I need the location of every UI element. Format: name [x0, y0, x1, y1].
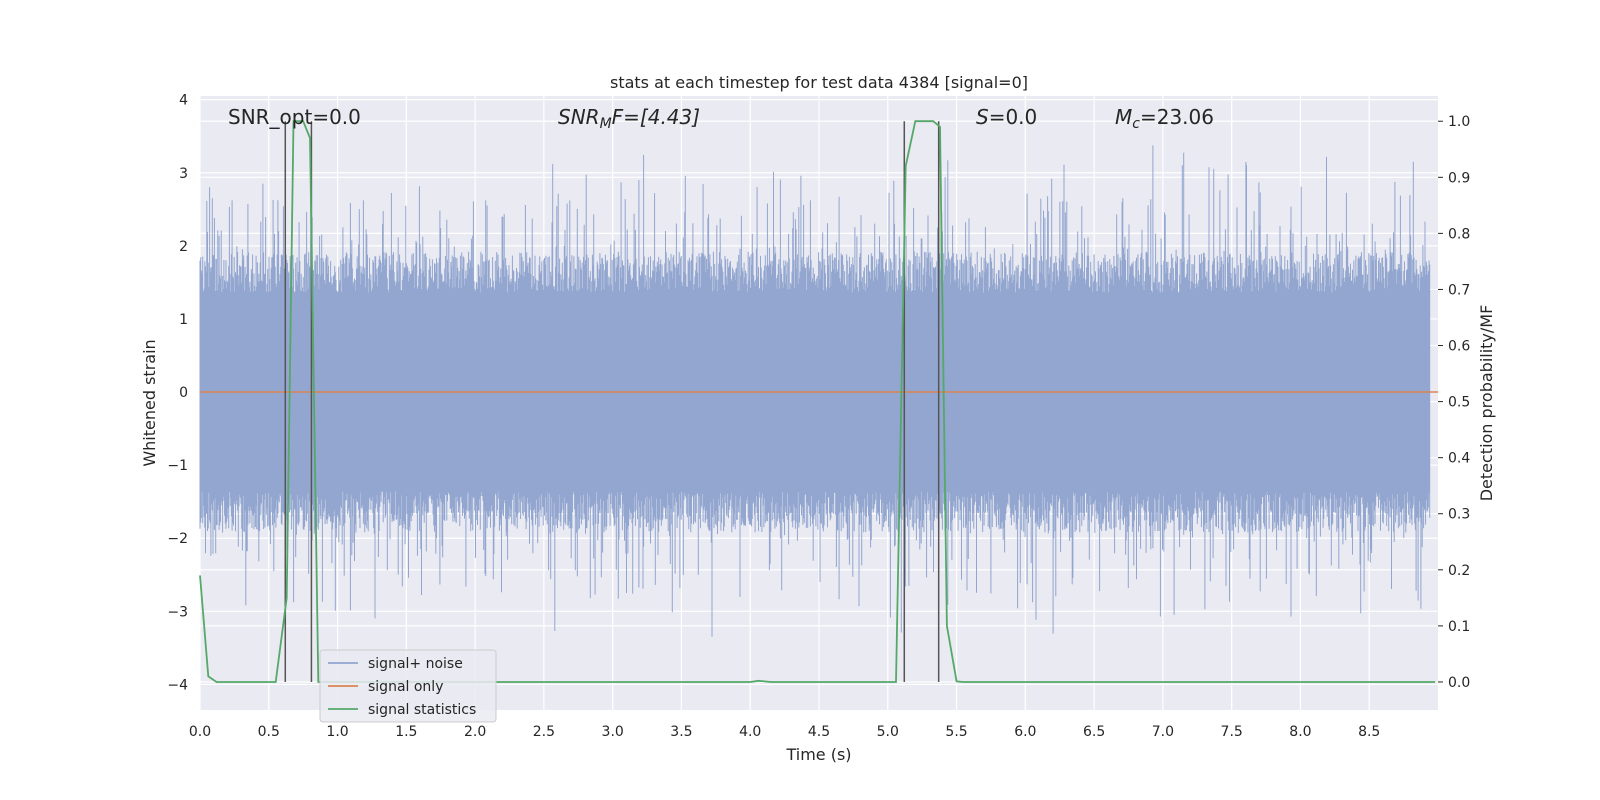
x-ticks: 0.0 0.5 1.0 1.5 2.0 2.5 3.0 3.5 4.0 4.5 5.0 5.5 6.0 6…: [189, 724, 1380, 740]
chart-title: stats at each timestep for test data 438…: [610, 73, 1028, 92]
y-tick-label-right: 0.4: [1448, 451, 1470, 467]
y-axis-label: Whitened strain: [140, 339, 159, 466]
snr-mf-base: SNR: [558, 105, 600, 129]
y-tick-label-right: 0.0: [1448, 675, 1470, 691]
x-tick-label: 5.5: [945, 724, 967, 740]
legend: signal+ noise signal only signal statist…: [319, 649, 497, 723]
y-ticks-left: −4 −3 −2 −1 0 1 2 3 4: [167, 93, 188, 694]
y-axis-label-right: Detection probability/MF: [1477, 305, 1496, 502]
legend-box: [319, 649, 497, 723]
x-tick-label: 2.0: [464, 724, 486, 740]
x-tick-label: 1.0: [326, 724, 348, 740]
x-tick-label: 2.5: [533, 724, 555, 740]
y-tick-label-right: 0.6: [1448, 339, 1470, 355]
y-tick-label: −4: [167, 677, 188, 693]
annotation-s: S=0.0: [976, 105, 1037, 129]
s-rest: =0.0: [989, 105, 1038, 129]
annotation-snr-opt: SNR_opt=0.0: [228, 105, 361, 129]
mc-base: M: [1115, 105, 1132, 129]
mc-sub: c: [1132, 116, 1140, 132]
x-tick-label: 5.0: [877, 724, 899, 740]
y-tick-label: 4: [179, 93, 188, 109]
snr-mf-sub: M: [600, 116, 612, 132]
legend-label-signal-statistics: signal statistics: [368, 702, 476, 718]
snr-mf-rest: F=[4.43]: [612, 105, 700, 129]
y-tick-label-right: 0.2: [1448, 563, 1470, 579]
y-tick-label: 1: [179, 312, 188, 328]
x-tick-label: 7.0: [1152, 724, 1174, 740]
x-axis-label: Time (s): [785, 745, 851, 764]
x-tick-label: 4.5: [808, 724, 830, 740]
y-tick-label: −3: [167, 604, 188, 620]
x-tick-label: 1.5: [395, 724, 417, 740]
y-tick-label-right: 0.3: [1448, 507, 1470, 523]
x-tick-label: 3.0: [602, 724, 624, 740]
legend-label-signal-noise: signal+ noise: [368, 656, 463, 672]
s-italic: S: [976, 105, 989, 129]
series-signal-noise: [199, 145, 1431, 637]
mc-rest: =23.06: [1140, 105, 1214, 129]
x-tick-label: 7.5: [1221, 724, 1243, 740]
y-tick-label: 3: [179, 166, 188, 182]
x-tick-label: 0.5: [258, 724, 280, 740]
y-tick-label-right: 1.0: [1448, 114, 1470, 130]
x-tick-label: 6.0: [1014, 724, 1036, 740]
y-tick-label: 0: [179, 385, 188, 401]
x-tick-label: 6.5: [1083, 724, 1105, 740]
legend-label-signal-only: signal only: [368, 679, 443, 695]
annotation-mc: Mc=23.06: [1115, 105, 1214, 132]
y-tick-label-right: 0.8: [1448, 226, 1470, 242]
noise-trace: [199, 145, 1431, 637]
y-tick-label: −2: [167, 531, 188, 547]
y-tick-label-right: 0.9: [1448, 170, 1470, 186]
x-tick-label: 8.0: [1289, 724, 1311, 740]
annotation-snr-mf: SNRMF=[4.43]: [558, 105, 700, 132]
series-signal-statistics: [199, 120, 1436, 683]
y-tick-label: 2: [179, 239, 188, 255]
y-ticks-right: 0.0 0.1 0.2 0.3 0.4 0.5 0.6 0.7 0.8 0.9 1.0: [1438, 114, 1470, 691]
y-tick-label-right: 0.5: [1448, 395, 1470, 411]
x-tick-label: 3.5: [670, 724, 692, 740]
x-tick-label: 4.0: [739, 724, 761, 740]
y-tick-label-right: 0.1: [1448, 619, 1470, 635]
x-tick-label: 0.0: [189, 724, 211, 740]
x-tick-label: 8.5: [1358, 724, 1380, 740]
y-tick-label: −1: [167, 458, 188, 474]
y-tick-label-right: 0.7: [1448, 282, 1470, 298]
